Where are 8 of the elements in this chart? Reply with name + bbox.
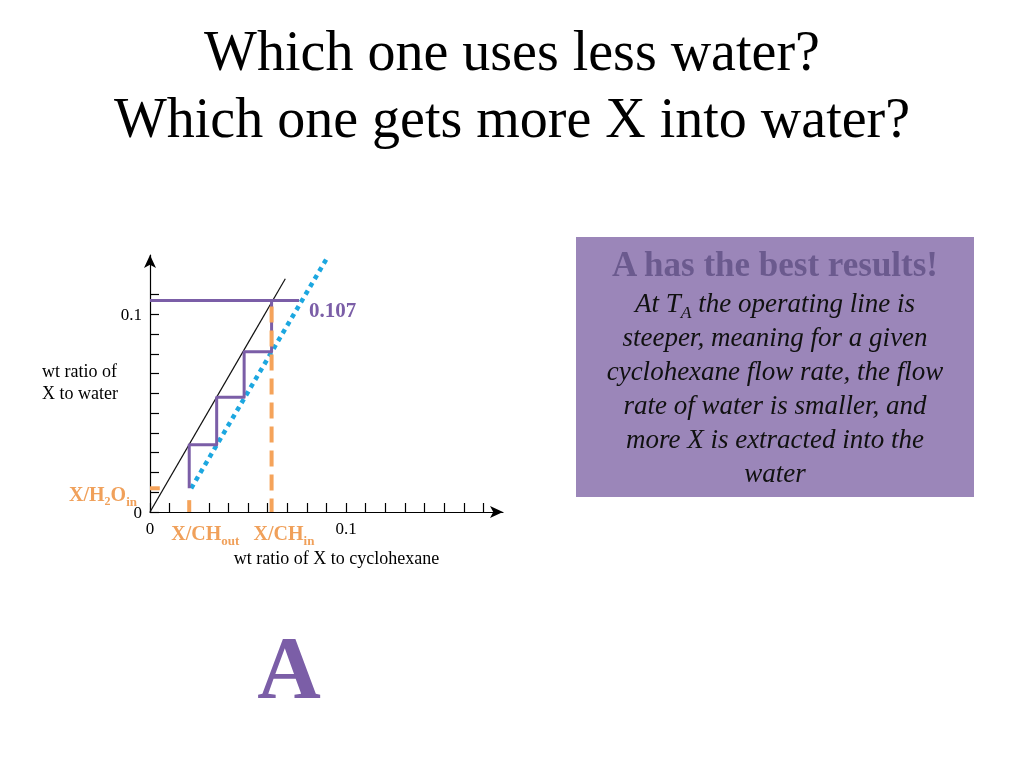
text: At T$_{A}$ the operating line is steeper, meaning for a given cyclohexane flow rate, the flow rate of water is smaller, and more X is extracted into the water	[605, 287, 945, 490]
data-label: 0.107	[309, 298, 357, 323]
y-axis-title: wt ratio of X to water	[42, 360, 119, 404]
chart-title: Which one uses less water? Which one gets more X into water?	[112, 19, 912, 151]
annotation: X/CH$_{out}$	[171, 521, 240, 548]
x-axis-title: wt ratio of X to cyclohexane	[233, 548, 440, 568]
text: A	[256, 619, 322, 716]
annotation: X/CH$_{in}$	[253, 521, 315, 548]
